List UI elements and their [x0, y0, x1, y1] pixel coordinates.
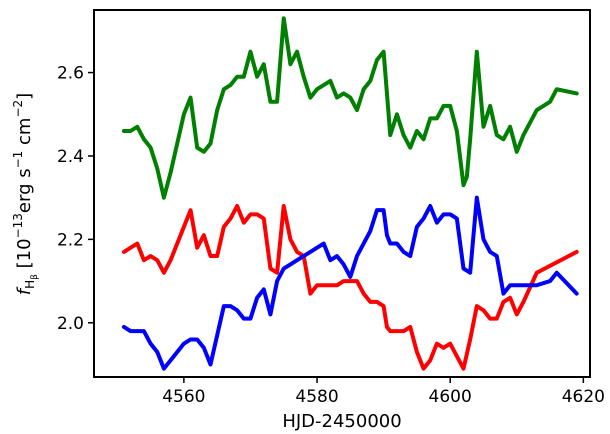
x-tick-label: 4600 — [429, 387, 472, 407]
y-label-unit-cm: cm — [14, 118, 35, 151]
series-layer — [121, 16, 579, 371]
y-label-exp1: −13 — [11, 213, 25, 238]
x-tick-label: 4620 — [562, 387, 605, 407]
y-tick-label: 2.4 — [57, 147, 84, 167]
y-tick-label: 2.0 — [57, 314, 84, 334]
x-axis-label: HJD-2450000 — [282, 411, 401, 432]
y-label-prefix: f — [14, 286, 35, 295]
y-label-exp2: −1 — [11, 151, 25, 169]
y-tick-label: 2.2 — [57, 230, 84, 250]
x-tick-label: 4580 — [295, 387, 338, 407]
x-tick-label: 4560 — [162, 387, 205, 407]
series-line-2 — [121, 204, 579, 371]
y-axis-label: fHβ [10−13erg s−1 cm−2] — [11, 93, 40, 295]
series-line-3 — [121, 195, 579, 371]
y-label-sub: H — [23, 280, 37, 289]
y-label-subsub: β — [30, 274, 40, 280]
ticks-layer: 4560 4580 4600 4620 2.0 2.2 2.4 2.6 — [57, 64, 605, 407]
series-line-1 — [121, 16, 579, 200]
y-label-unit-mid: erg s — [14, 168, 35, 213]
y-label-unit-close: ] — [14, 93, 35, 100]
y-label-exp3: −2 — [11, 100, 25, 118]
y-tick-label: 2.6 — [57, 64, 84, 84]
y-label-unit-open: [10 — [14, 238, 35, 274]
plot-frame — [93, 9, 591, 378]
